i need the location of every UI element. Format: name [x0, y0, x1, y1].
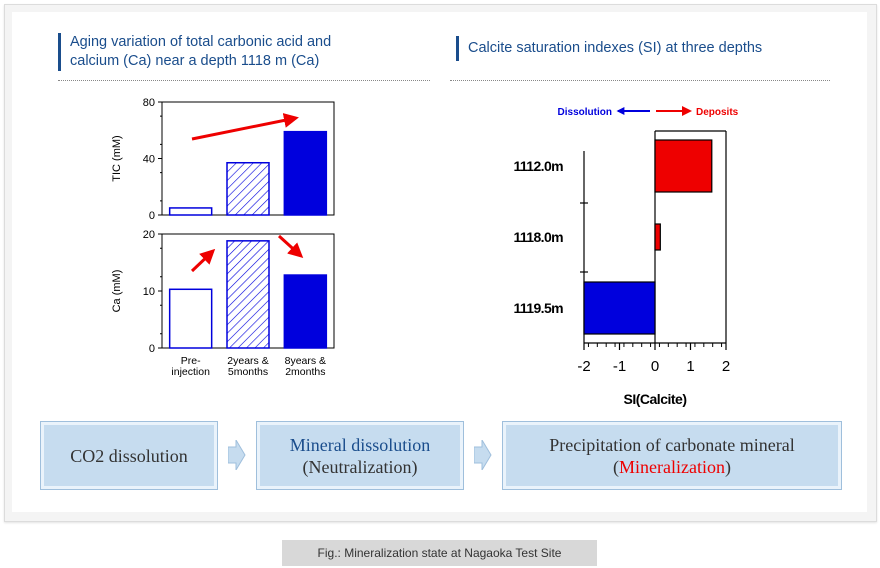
ca-category-label: 5months — [228, 366, 268, 378]
tic-ylabel: TIC (mM) — [111, 135, 123, 181]
ca-ylabel: Ca (mM) — [111, 270, 123, 313]
flow-box-mineral-dissolution: Mineral dissolution (Neutralization) — [256, 421, 464, 490]
deposits-label: Deposits — [696, 107, 739, 118]
tic-bar — [226, 161, 270, 216]
si-depth-label: 1119.5m — [513, 300, 563, 316]
tic-bar — [283, 130, 328, 216]
tic-ytick-label: 80 — [143, 97, 155, 109]
ca-bar — [226, 240, 270, 349]
right-heading: Calcite saturation indexes (SI) at three… — [456, 36, 762, 61]
flow-box2-line2: (Neutralization) — [302, 456, 418, 477]
ca-category-label: 8years & — [285, 355, 326, 367]
ca-bar — [168, 288, 213, 349]
ca-rise-arrow — [190, 248, 216, 273]
si-chart: -2 -1 0 1 2 SI(Calcite) 1112.0m 1118.0m 1119.5m D… — [513, 106, 739, 407]
flow-box3-highlight: Mineralization — [619, 456, 725, 477]
flow-box3-close: ) — [724, 456, 731, 477]
caption-text: Fig.: Mineralization state at Nagaoka Te… — [317, 546, 562, 560]
flow-box3-line2: (Mineralization) — [613, 456, 731, 478]
si-xtick-label: 2 — [722, 358, 730, 375]
dissolution-label: Dissolution — [558, 107, 612, 118]
flow-arrow-1 — [228, 440, 246, 470]
figure-caption: Fig.: Mineralization state at Nagaoka Te… — [282, 540, 597, 566]
ca-category-label: 2years & — [227, 355, 268, 367]
tic-chart: 0 40 80 TIC (mM) — [111, 97, 335, 222]
flow-box-co2: CO2 dissolution — [40, 421, 218, 490]
right-divider — [450, 80, 830, 81]
ca-ytick-label: 10 — [143, 286, 155, 298]
ca-category-label: Pre- — [181, 355, 201, 367]
si-xlabel: SI(Calcite) — [624, 391, 687, 407]
si-xtick-label: -2 — [577, 358, 590, 375]
ca-ytick-label: 20 — [143, 229, 155, 241]
si-bar — [583, 281, 656, 335]
si-bar — [654, 139, 713, 193]
ca-chart: 0 10 20 Ca (mM) Pre-injection 2years &5months… — [111, 229, 335, 378]
si-xtick-label: -1 — [613, 358, 626, 375]
flow-box-co2-text: CO2 dissolution — [70, 445, 188, 466]
flow-box3-line1: Precipitation of carbonate mineral — [549, 434, 795, 455]
ca-fall-arrow — [277, 234, 304, 259]
tic-ytick-label: 40 — [143, 154, 155, 166]
flow-box-precipitation: Precipitation of carbonate mineral (Mine… — [502, 421, 842, 490]
left-heading-line2: calcium (Ca) near a depth 1118 m (Ca) — [70, 53, 320, 69]
tic-bar — [168, 207, 213, 216]
left-heading: Aging variation of total carbonic acid a… — [58, 33, 331, 71]
flow-box2-line1: Mineral dissolution — [289, 434, 431, 455]
flow-arrow-2 — [474, 440, 492, 470]
tic-ytick-label: 0 — [149, 210, 155, 222]
si-depth-label: 1112.0m — [513, 158, 563, 174]
si-bar — [654, 223, 661, 251]
ca-ytick-label: 0 — [149, 343, 155, 355]
left-divider — [58, 80, 430, 81]
trend-arrows — [190, 113, 304, 273]
si-xtick-label: 1 — [686, 358, 694, 375]
ca-bar — [283, 274, 328, 349]
ca-category-label: 2months — [285, 366, 325, 378]
tic-trend-arrow — [191, 113, 299, 141]
left-heading-line1: Aging variation of total carbonic acid a… — [70, 34, 332, 50]
ca-category-label: injection — [171, 366, 210, 378]
si-xtick-label: 0 — [651, 358, 659, 375]
right-heading-text: Calcite saturation indexes (SI) at three… — [468, 40, 763, 56]
flow-box3-open: ( — [613, 456, 620, 477]
si-depth-label: 1118.0m — [513, 229, 563, 245]
